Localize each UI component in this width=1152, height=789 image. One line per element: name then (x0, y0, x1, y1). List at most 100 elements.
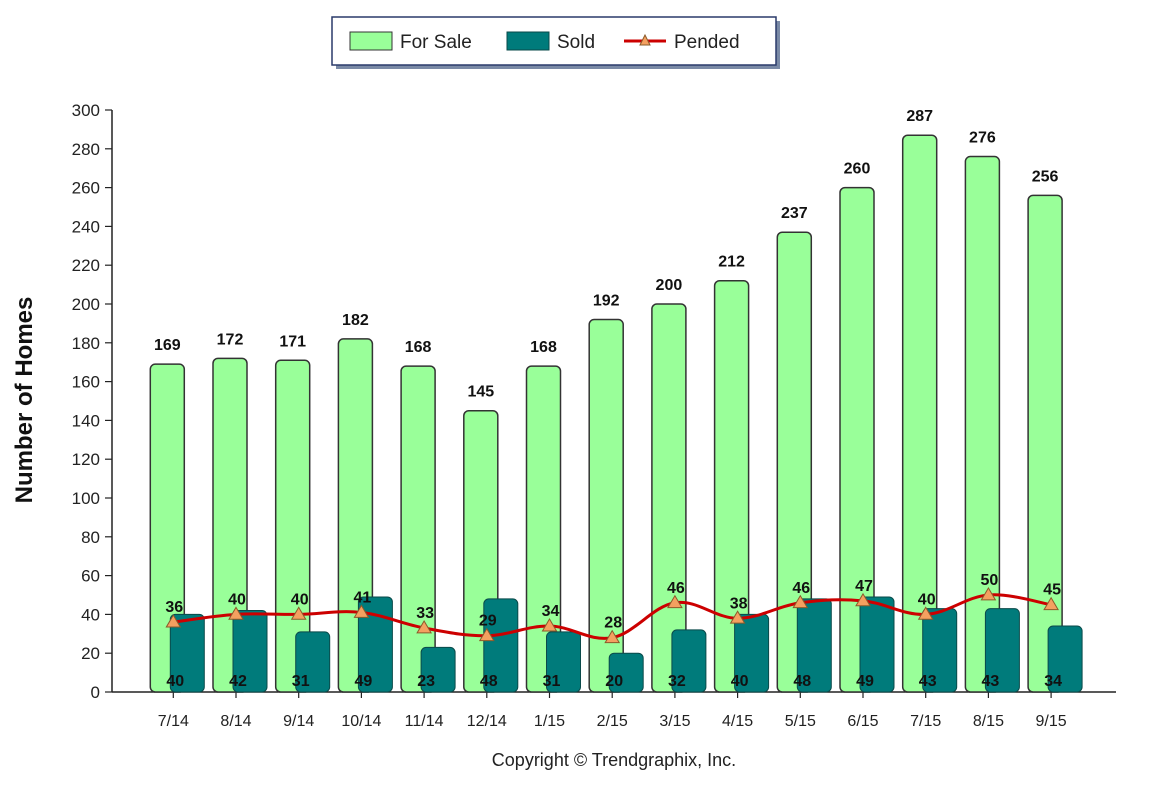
for-sale-bar-8-15 (964, 155, 1001, 693)
pended-label-11-14: 33 (416, 605, 434, 622)
y-tick-label: 60 (81, 567, 100, 586)
pended-point-11-14 (416, 619, 432, 634)
sold-label-4-15: 40 (731, 673, 749, 690)
sold-bar-7-14 (169, 613, 205, 693)
sold-label-5-15: 48 (793, 673, 811, 690)
sold-bar-9-14 (295, 631, 331, 693)
sold-label-11-14: 23 (417, 673, 435, 690)
pended-point-2-15 (604, 629, 621, 644)
for-sale-bar-7-15 (901, 134, 938, 693)
for-sale-bar-5-15 (776, 231, 813, 693)
x-tick-label: 4/15 (722, 713, 753, 730)
y-tick-label: 220 (72, 256, 100, 275)
pended-label-3-15: 46 (667, 580, 685, 597)
pended-point-1-15 (541, 618, 558, 632)
x-tick-label: 3/15 (659, 713, 690, 730)
pended-point-4-15 (729, 610, 746, 624)
pended-point-8-15 (980, 587, 997, 601)
sold-bar-2-15 (608, 652, 644, 693)
y-tick-label: 160 (72, 373, 100, 392)
pended-point-8-14 (228, 606, 244, 620)
y-axis-title: Number of Homes (11, 297, 38, 504)
sold-label-1-15: 31 (543, 673, 561, 690)
for-sale-label-4-15: 212 (718, 254, 745, 271)
legend-label-sold: Sold (557, 32, 595, 53)
y-tick-label: 20 (81, 644, 100, 663)
x-tick-label: 11/14 (405, 713, 444, 730)
pended-label-9-14: 40 (291, 591, 309, 608)
sold-label-8-14: 42 (229, 673, 247, 690)
pended-point-12-14 (478, 627, 495, 642)
sold-bar-1-15 (546, 631, 581, 693)
pended-label-6-15: 47 (855, 578, 873, 595)
pended-label-9-15: 45 (1043, 582, 1061, 599)
x-tick-label: 7/14 (158, 713, 189, 730)
sold-label-10-14: 49 (355, 673, 373, 690)
for-sale-bar-11-14 (400, 365, 436, 693)
pended-line (165, 587, 1059, 644)
copyright-footer: Copyright © Trendgraphix, Inc. (492, 750, 736, 770)
sold-label-2-15: 20 (605, 673, 623, 690)
sold-label-8-15: 43 (982, 673, 1000, 690)
sold-bar-6-15 (859, 596, 895, 693)
sold-label-9-15: 34 (1044, 673, 1062, 690)
pended-point-3-15 (667, 594, 683, 609)
for-sale-label-8-15: 276 (969, 130, 996, 147)
y-tick-label: 100 (72, 489, 100, 508)
y-tick-label: 300 (72, 101, 100, 120)
sold-label-3-15: 32 (668, 673, 686, 690)
for-sale-bar-9-15 (1027, 194, 1063, 693)
axes: 0 20 40 60 80 100 120 140 160 180 200 220 240 260 280 3… (72, 101, 1116, 730)
for-sale-bars (149, 134, 1063, 693)
legend-swatch-sold (506, 31, 550, 51)
pended-label-12-14: 29 (479, 613, 497, 630)
data-labels: 169 172 171 182 168 145 168 192 200 212 237 260 287 2… (154, 108, 1062, 690)
pended-point-9-15 (1043, 596, 1059, 611)
for-sale-label-10-14: 182 (342, 312, 369, 329)
x-tick-label: 5/15 (785, 713, 816, 730)
sold-bar-8-15 (984, 608, 1020, 693)
sold-bar-8-14 (232, 610, 268, 693)
pended-point-5-15 (792, 594, 809, 609)
for-sale-bar-3-15 (651, 303, 687, 693)
pended-label-8-14: 40 (228, 591, 246, 608)
x-tick-label: 8/15 (973, 713, 1004, 730)
sold-label-9-14: 31 (292, 673, 310, 690)
for-sale-label-11-14: 168 (405, 339, 432, 356)
y-tick-label: 0 (91, 683, 100, 702)
pended-point-6-15 (855, 592, 871, 607)
for-sale-bar-2-15 (588, 318, 624, 693)
sold-bar-4-15 (734, 613, 770, 693)
pended-label-8-15: 50 (981, 572, 999, 589)
legend-label-for-sale: For Sale (400, 32, 472, 53)
pended-label-7-14: 36 (165, 599, 183, 616)
x-tick-label: 6/15 (847, 713, 878, 730)
y-tick-label: 240 (72, 217, 100, 236)
sold-bar-12-14 (483, 598, 519, 693)
x-tick-label: 9/14 (283, 713, 314, 730)
sold-bar-11-14 (420, 646, 456, 693)
sold-bars (169, 596, 1083, 693)
legend-box (331, 16, 777, 66)
x-tick-label: 9/15 (1036, 713, 1067, 730)
pended-point-7-15 (917, 606, 934, 620)
for-sale-bar-1-15 (525, 365, 562, 693)
x-tick-label: 12/14 (467, 713, 507, 730)
for-sale-label-9-15: 256 (1032, 168, 1059, 185)
for-sale-label-5-15: 237 (781, 205, 808, 222)
for-sale-label-2-15: 192 (593, 293, 620, 310)
y-axis-title-group: Number of Homes (11, 297, 38, 504)
y-tick-label: 80 (81, 528, 100, 547)
legend-label-pended: Pended (674, 32, 740, 53)
pended-label-7-15: 40 (918, 591, 936, 608)
sold-bar-9-15 (1047, 625, 1083, 693)
y-tick-label: 260 (72, 179, 100, 198)
for-sale-label-8-14: 172 (217, 331, 244, 348)
for-sale-label-6-15: 260 (844, 161, 871, 178)
sold-bar-7-15 (922, 608, 958, 693)
y-tick-label: 40 (81, 605, 100, 624)
sold-label-12-14: 48 (480, 673, 498, 690)
pended-point-10-14 (353, 604, 370, 618)
